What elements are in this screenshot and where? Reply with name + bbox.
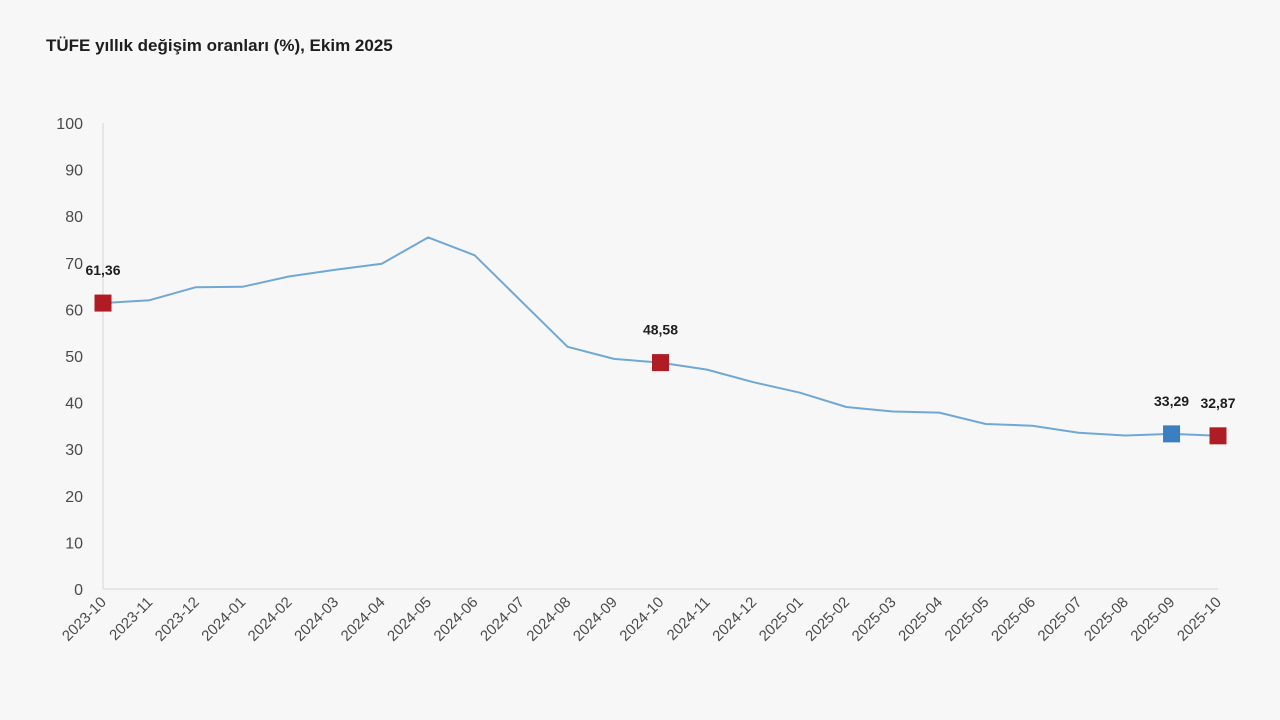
data-label: 33,29 [1154, 393, 1189, 409]
x-tick-label: 2024-06 [431, 594, 482, 645]
x-tick-label: 2025-05 [942, 594, 993, 645]
y-tick-label: 30 [65, 442, 83, 459]
x-tick-label: 2025-02 [802, 594, 853, 645]
y-tick-label: 20 [65, 489, 83, 506]
x-axis: 2023-102023-112023-122024-012024-022024-… [59, 588, 1225, 645]
highlight-marker [652, 354, 669, 372]
chart-title: TÜFE yıllık değişim oranları (%), Ekim 2… [46, 36, 393, 55]
x-tick-label: 2024-01 [198, 594, 249, 645]
x-tick-label: 2025-04 [895, 594, 946, 645]
x-tick-label: 2024-05 [384, 594, 435, 645]
x-tick-label: 2024-11 [664, 594, 714, 644]
x-tick-label: 2025-09 [1127, 594, 1178, 645]
x-tick-label: 2025-10 [1174, 594, 1225, 645]
highlight-marker [1209, 427, 1227, 445]
x-tick-label: 2024-03 [291, 594, 342, 645]
highlight-marker [94, 294, 112, 312]
y-tick-label: 70 [65, 256, 83, 273]
x-tick-label: 2025-01 [756, 594, 807, 645]
y-tick-label: 80 [65, 209, 83, 226]
x-tick-label: 2023-10 [59, 594, 110, 645]
y-tick-label: 10 [65, 535, 83, 552]
x-tick-label: 2023-11 [106, 594, 156, 644]
y-axis: 0 10 20 30 40 50 60 70 80 90 100 [56, 116, 104, 599]
x-tick-label: 2024-02 [245, 594, 296, 645]
x-tick-label: 2024-08 [523, 594, 574, 645]
y-tick-label: 90 [65, 163, 83, 180]
data-label: 61,36 [85, 262, 120, 278]
x-tick-label: 2025-07 [1034, 594, 1085, 645]
marker-layer: 61,36 48,58 33,29 32,87 [85, 262, 1236, 445]
highlight-marker [1163, 425, 1181, 443]
y-tick-label: 60 [65, 302, 83, 319]
y-tick-label: 0 [74, 582, 83, 599]
data-label: 48,58 [643, 322, 678, 338]
x-tick-label: 2025-08 [1081, 594, 1132, 645]
x-tick-label: 2024-10 [616, 594, 667, 645]
y-tick-label: 40 [65, 396, 83, 413]
x-tick-label: 2023-12 [152, 594, 203, 645]
x-tick-label: 2024-07 [477, 594, 528, 645]
y-tick-label: 100 [56, 116, 83, 133]
x-tick-label: 2024-12 [709, 594, 760, 645]
x-tick-label: 2025-06 [988, 594, 1039, 645]
x-tick-label: 2024-04 [338, 594, 389, 645]
x-tick-label: 2025-03 [849, 594, 900, 645]
data-label: 32,87 [1200, 395, 1235, 411]
x-tick-label: 2024-09 [570, 594, 621, 645]
y-tick-label: 50 [65, 349, 83, 366]
